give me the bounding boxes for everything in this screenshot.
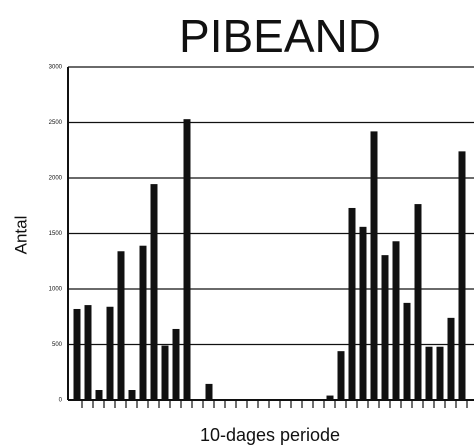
bar bbox=[128, 390, 136, 400]
bar bbox=[447, 317, 455, 400]
bar bbox=[392, 241, 400, 400]
y-tick-label: 3000 bbox=[49, 65, 63, 71]
bar bbox=[183, 119, 191, 401]
y-tick-label: 0 bbox=[59, 398, 63, 404]
bar bbox=[161, 345, 169, 400]
chart-title: PIBEAND bbox=[179, 10, 381, 62]
bar bbox=[117, 251, 125, 400]
y-tick-label: 2500 bbox=[49, 120, 63, 126]
bar bbox=[205, 383, 213, 400]
bar bbox=[359, 226, 367, 400]
bar bbox=[95, 390, 103, 400]
bar bbox=[414, 204, 422, 400]
y-tick-label: 2000 bbox=[49, 176, 63, 182]
bar bbox=[139, 245, 147, 400]
bar bbox=[348, 207, 356, 400]
bar bbox=[106, 306, 114, 400]
bar bbox=[337, 351, 345, 400]
bar bbox=[436, 346, 444, 400]
y-tick-label: 1000 bbox=[49, 287, 63, 293]
y-tick-label: 1500 bbox=[49, 231, 63, 237]
bar bbox=[150, 184, 158, 400]
bar bbox=[73, 308, 81, 400]
x-axis-label: 10-dages periode bbox=[200, 425, 340, 445]
bar bbox=[326, 395, 334, 400]
bar bbox=[403, 302, 411, 400]
bar bbox=[458, 151, 466, 400]
bar bbox=[381, 255, 389, 400]
bar bbox=[84, 305, 92, 400]
bar bbox=[425, 346, 433, 400]
bar bbox=[172, 328, 180, 400]
y-axis-label: Antal bbox=[11, 216, 30, 255]
y-tick-label: 500 bbox=[52, 342, 63, 348]
bar bbox=[370, 131, 378, 400]
